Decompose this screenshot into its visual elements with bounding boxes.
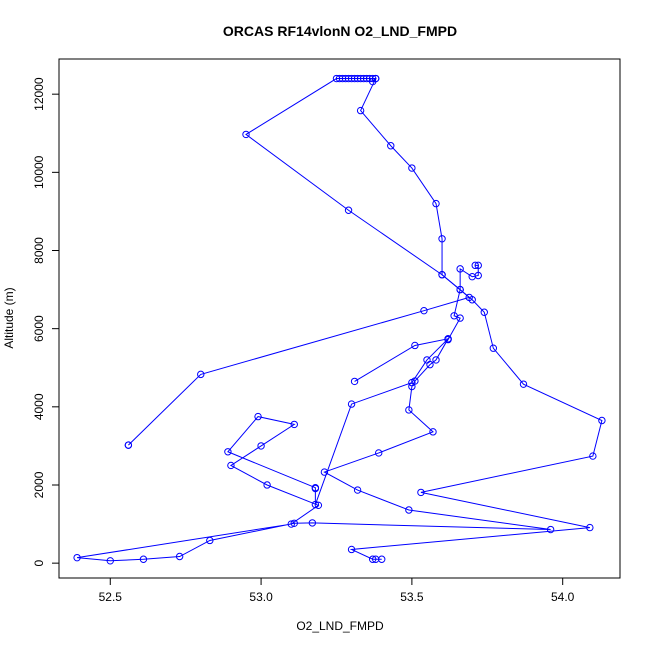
x-tick-label: 53.5 — [400, 590, 424, 604]
data-point — [405, 406, 413, 414]
data-point — [411, 341, 419, 350]
data-point — [311, 500, 320, 509]
data-point — [417, 488, 425, 497]
data-point — [456, 285, 464, 294]
x-tick-label: 52.5 — [99, 590, 123, 604]
y-axis-label: Altitude (m) — [2, 287, 16, 348]
y-tick-label: 10000 — [32, 155, 46, 189]
data-point — [432, 356, 440, 364]
data-point — [335, 74, 344, 83]
data-point — [471, 261, 479, 270]
data-point — [586, 523, 594, 532]
data-point — [480, 308, 488, 316]
data-point — [420, 306, 428, 315]
y-tick-label: 6000 — [32, 315, 46, 342]
series-3 — [73, 261, 555, 565]
y-tick-label: 2000 — [32, 471, 46, 498]
data-point — [347, 400, 356, 408]
x-tick-label: 54.0 — [551, 590, 575, 604]
data-point — [290, 519, 298, 527]
data-point — [175, 552, 184, 561]
data-point — [227, 461, 235, 470]
data-point — [242, 130, 250, 139]
data-point — [287, 520, 295, 528]
data-point — [347, 545, 356, 554]
y-tick-label: 0 — [32, 559, 46, 566]
data-point — [320, 468, 329, 476]
y-axis: 0 2000 4000 6000 8000 10000 12000 — [32, 77, 60, 566]
data-point — [405, 506, 413, 514]
series-1 — [124, 74, 473, 449]
data-point — [423, 356, 431, 364]
data-point — [378, 555, 386, 563]
data-point — [350, 377, 359, 386]
data-point — [344, 206, 353, 214]
data-point — [263, 481, 271, 489]
data-point — [368, 555, 377, 563]
data-point — [408, 164, 416, 172]
data-point — [546, 525, 555, 534]
series-line — [77, 264, 551, 562]
series-line — [349, 78, 603, 560]
data-point — [589, 452, 597, 460]
data-point — [408, 378, 416, 387]
data-point — [139, 555, 148, 563]
data-point — [468, 296, 476, 304]
data-point — [353, 486, 362, 494]
data-point — [432, 199, 440, 208]
data-point — [371, 74, 380, 83]
data-point — [308, 519, 317, 527]
data-point — [519, 380, 528, 388]
data-point — [375, 449, 383, 457]
x-axis-label: O2_LND_FMPD — [296, 619, 384, 633]
data-point — [456, 314, 464, 322]
series-layer — [73, 74, 606, 565]
series-line — [128, 78, 471, 446]
data-point — [124, 441, 133, 449]
y-tick-label: 8000 — [32, 237, 46, 264]
data-point — [438, 235, 446, 243]
data-point — [387, 142, 395, 150]
data-point — [489, 344, 498, 352]
data-point — [429, 428, 437, 436]
data-point — [311, 484, 320, 493]
data-point — [314, 501, 323, 510]
data-point — [438, 271, 446, 279]
data-point — [106, 557, 114, 565]
data-point — [257, 442, 265, 450]
x-tick-label: 53.0 — [249, 590, 273, 604]
chart-title: ORCAS RF14vlonN O2_LND_FMPD — [223, 23, 457, 39]
data-point — [254, 412, 262, 421]
data-point — [456, 265, 464, 273]
data-point — [224, 448, 232, 456]
data-point — [468, 272, 476, 281]
data-point — [197, 370, 205, 379]
data-point — [598, 416, 606, 425]
plot-area-frame — [58, 58, 621, 579]
x-axis: 52.5 53.0 53.5 54.0 — [99, 577, 575, 604]
y-tick-label: 4000 — [32, 393, 46, 420]
data-point — [474, 261, 482, 270]
data-point — [356, 106, 365, 115]
data-point — [206, 536, 214, 545]
data-point — [408, 382, 416, 391]
series-2 — [347, 74, 606, 563]
data-point — [332, 74, 341, 83]
data-point — [444, 335, 452, 343]
y-tick-label: 12000 — [32, 77, 46, 111]
data-point — [73, 553, 81, 562]
data-point — [290, 420, 298, 429]
